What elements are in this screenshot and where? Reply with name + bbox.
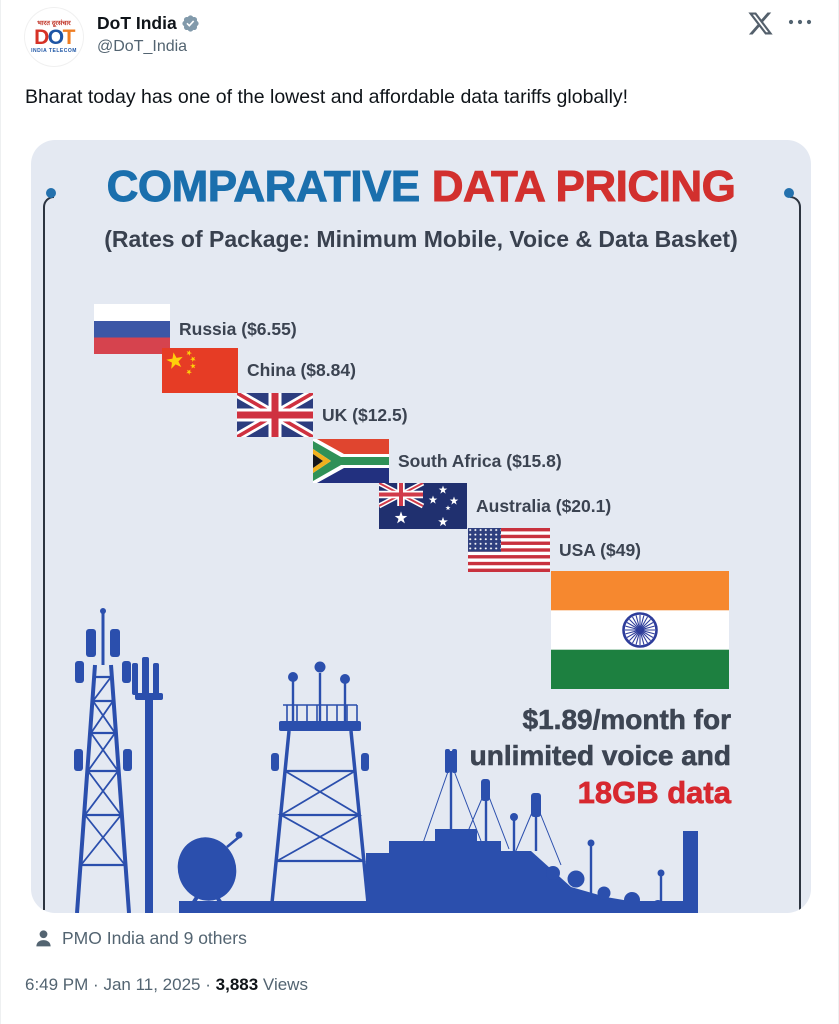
title-dot-right <box>784 188 794 198</box>
avatar-india-telecom-text: INDIA TELECOM <box>31 47 77 54</box>
south-africa-flag-icon <box>313 439 389 483</box>
timestamp: 6:49 PM · Jan 11, 2025 · 3,883 Views <box>25 975 308 994</box>
handle[interactable]: @DoT_India <box>97 38 188 55</box>
flag-step-australia: Australia ($20.1) <box>379 483 611 529</box>
views-label: Views <box>262 975 308 994</box>
infographic-subtitle: (Rates of Package: Minimum Mobile, Voice… <box>104 226 738 252</box>
flag-step-china: China ($8.84) <box>162 348 356 393</box>
infographic-card[interactable]: COMPARATIVE DATA PRICING (Rates of Packag… <box>31 140 811 913</box>
tweet-text: Bharat today has one of the lowest and a… <box>25 86 629 108</box>
price-line-1: $1.89/month for <box>522 704 731 736</box>
title-part-red: DATA PRICING <box>431 162 736 212</box>
telecom-towers-silhouette <box>74 608 698 913</box>
china-flag-icon <box>162 348 238 393</box>
flag-step-russia: Russia ($6.55) <box>94 304 297 354</box>
flag-step-uk: UK ($12.5) <box>237 393 408 437</box>
flag-step-south-africa: South Africa ($15.8) <box>313 439 562 483</box>
bracket-left <box>43 196 54 910</box>
flag-label: China ($8.84) <box>247 360 356 380</box>
title-dot-left <box>46 188 56 198</box>
title-part-blue: COMPARATIVE <box>106 162 420 212</box>
x-logo-icon[interactable] <box>747 10 774 42</box>
verified-badge-icon <box>182 15 199 32</box>
flag-label: South Africa ($15.8) <box>398 450 562 471</box>
india-flag-icon <box>551 571 729 689</box>
russia-flag-icon <box>94 304 170 354</box>
price-line-3: 18GB data <box>577 775 731 811</box>
avatar[interactable]: भारत दूरसंचार DOT INDIA TELECOM <box>25 8 83 66</box>
india-price-text: $1.89/month for unlimited voice and 18GB… <box>469 702 731 812</box>
flag-label: USA ($49) <box>559 539 642 560</box>
flag-step-usa: USA ($49) <box>468 528 641 572</box>
uk-flag-icon <box>237 393 313 437</box>
person-icon <box>36 930 51 947</box>
flag-label: Australia ($20.1) <box>476 495 612 516</box>
avatar-hindi-text: भारत दूरसंचार <box>37 19 71 27</box>
social-context-text: PMO India and 9 others <box>62 928 247 948</box>
infographic-title: COMPARATIVE DATA PRICING <box>31 162 811 212</box>
time-text: 6:49 PM <box>25 975 89 994</box>
bracket-right <box>790 196 801 910</box>
date-text: Jan 11, 2025 <box>103 975 201 994</box>
name-row: DoT India <box>97 13 200 34</box>
flag-label: UK ($12.5) <box>322 404 408 425</box>
price-line-2: unlimited voice and <box>469 740 731 772</box>
flag-label: Russia ($6.55) <box>179 318 297 339</box>
avatar-dot-logo: DOT <box>34 25 75 49</box>
more-button[interactable] <box>785 12 815 37</box>
social-context[interactable]: PMO India and 9 others <box>33 928 247 949</box>
usa-flag-icon <box>468 528 550 572</box>
ellipsis-icon <box>788 19 812 25</box>
display-name[interactable]: DoT India <box>97 13 177 33</box>
views-count: 3,883 <box>215 975 259 994</box>
australia-flag-icon <box>379 483 467 529</box>
